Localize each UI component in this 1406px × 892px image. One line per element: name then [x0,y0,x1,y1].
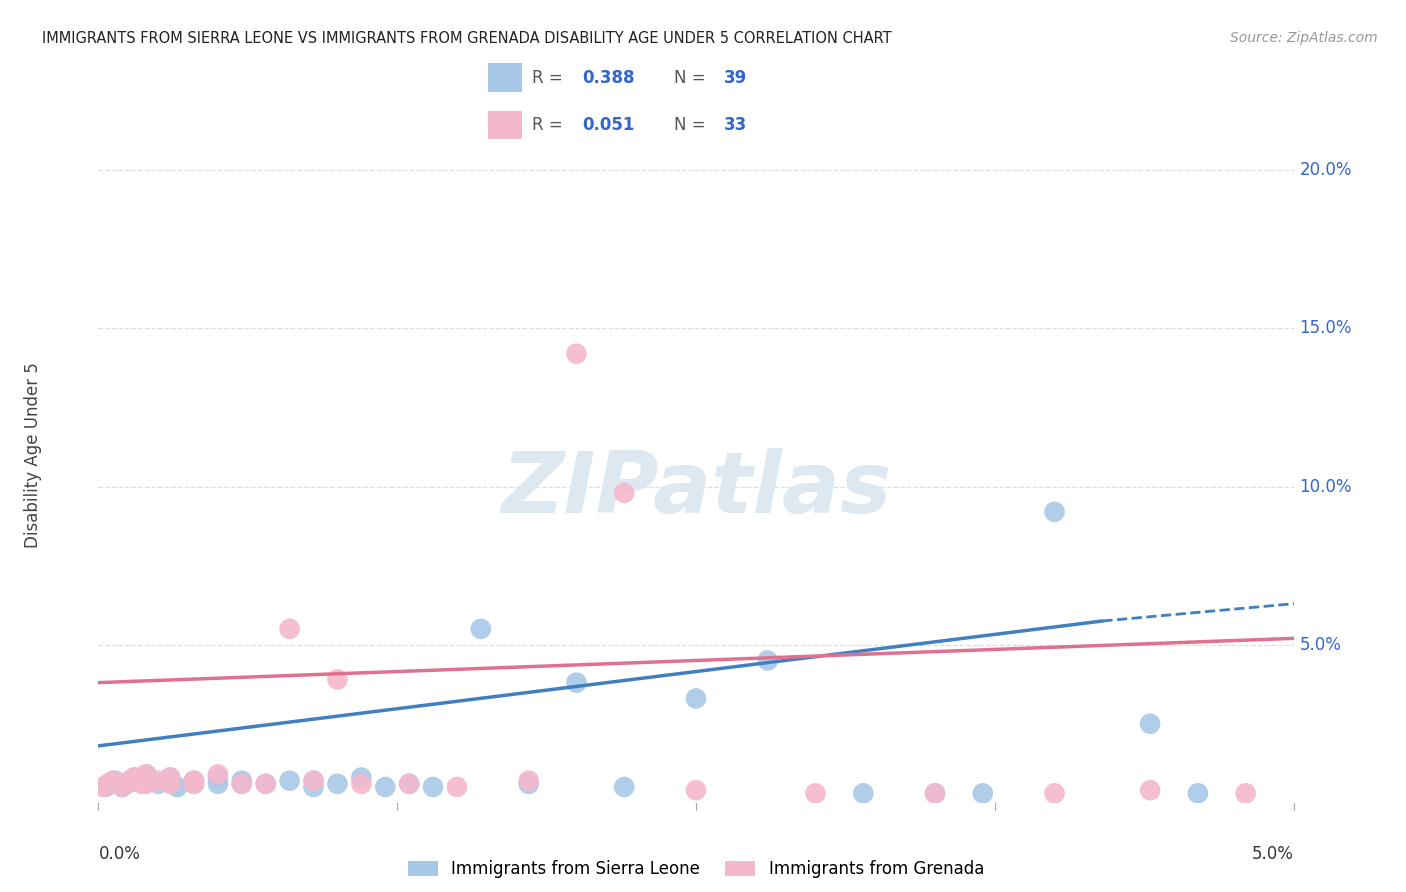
Point [1187,786,1209,800]
Point [565,347,588,361]
Point [350,771,373,785]
Point [183,777,205,791]
Point [302,780,325,794]
Point [207,777,229,791]
Point [159,777,181,791]
Point [254,777,277,791]
Text: Disability Age Under 5: Disability Age Under 5 [24,362,42,548]
Point [107,777,129,791]
Point [131,777,153,791]
Text: 15.0%: 15.0% [1299,319,1353,337]
Point [517,773,540,788]
Point [1139,716,1161,731]
Point [135,777,157,791]
Point [159,771,181,785]
Point [278,773,301,788]
Point [231,777,253,791]
Text: IMMIGRANTS FROM SIERRA LEONE VS IMMIGRANTS FROM GRENADA DISABILITY AGE UNDER 5 C: IMMIGRANTS FROM SIERRA LEONE VS IMMIGRAN… [42,31,891,46]
Point [104,773,127,788]
Point [101,773,124,788]
Point [159,773,181,788]
Text: 33: 33 [724,116,748,134]
Point [254,777,277,791]
Point [852,786,875,800]
Point [231,777,253,791]
Point [94,780,117,794]
Point [166,780,188,794]
Text: N =: N = [673,116,710,134]
Point [924,786,946,800]
Point [374,780,396,794]
Text: 5.0%: 5.0% [1299,636,1341,654]
Point [118,773,141,788]
Text: 5.0%: 5.0% [1251,845,1294,863]
Point [924,786,946,800]
Point [398,777,420,791]
Point [326,777,349,791]
Point [159,771,181,785]
Point [148,773,170,788]
Point [278,622,301,636]
FancyBboxPatch shape [488,111,522,139]
Point [97,777,120,791]
Point [685,691,707,706]
Text: 0.0%: 0.0% [98,845,141,863]
Point [302,773,325,788]
Text: 0.051: 0.051 [582,116,636,134]
Point [756,653,779,667]
Text: 0.388: 0.388 [582,69,636,87]
Point [124,771,146,785]
Point [124,771,146,785]
Point [613,486,636,500]
Point [135,767,157,781]
Point [1139,783,1161,797]
Point [207,767,229,781]
FancyBboxPatch shape [488,63,522,92]
Point [326,673,349,687]
Point [804,786,827,800]
Point [565,675,588,690]
Point [1043,786,1066,800]
Point [135,773,157,788]
Point [115,777,138,791]
Point [398,777,420,791]
Point [91,780,114,794]
Point [613,780,636,794]
Point [183,773,205,788]
Text: R =: R = [531,116,568,134]
Text: ZIPatlas: ZIPatlas [501,448,891,532]
Text: 39: 39 [724,69,748,87]
Point [231,773,253,788]
Point [111,780,134,794]
Point [302,773,325,788]
Point [111,780,134,794]
Text: 20.0%: 20.0% [1299,161,1353,179]
Text: Source: ZipAtlas.com: Source: ZipAtlas.com [1230,31,1378,45]
Point [1043,505,1066,519]
Legend: Immigrants from Sierra Leone, Immigrants from Grenada: Immigrants from Sierra Leone, Immigrants… [401,854,991,885]
Point [183,773,205,788]
Point [517,777,540,791]
Point [972,786,994,800]
Point [1234,786,1257,800]
Point [183,777,205,791]
Text: 10.0%: 10.0% [1299,477,1353,496]
Point [422,780,444,794]
Point [446,780,468,794]
Point [470,622,492,636]
Point [135,767,157,781]
Point [685,783,707,797]
Text: N =: N = [673,69,710,87]
Point [207,771,229,785]
Point [350,777,373,791]
Text: R =: R = [531,69,568,87]
Point [148,777,170,791]
Point [98,777,122,791]
